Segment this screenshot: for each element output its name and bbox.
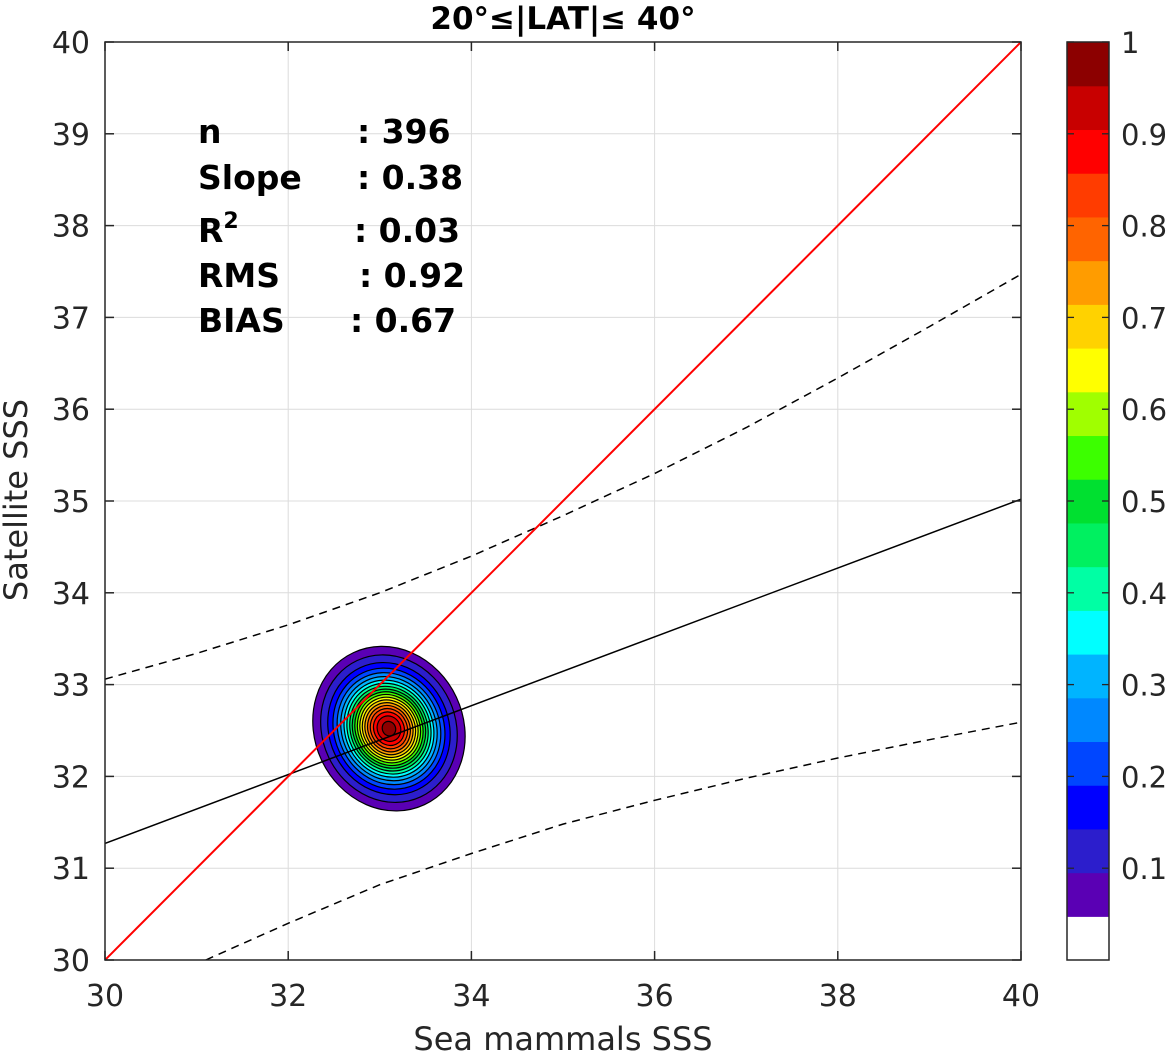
stat-n-value: : 396 <box>357 112 451 151</box>
colorbar-swatch <box>1067 216 1109 262</box>
colorbar-swatch <box>1067 872 1109 917</box>
grid-lines <box>104 41 1022 961</box>
y-axis-label: Satellite SSS <box>0 399 35 601</box>
x-tick-label: 40 <box>1002 979 1040 1014</box>
colorbar-swatch <box>1067 129 1109 174</box>
colorbar-ticks: 0.1 0.2 0.3 0.4 0.5 0.6 0.7 0.8 0.9 1 <box>1067 26 1167 886</box>
colorbar-tick-label: 0.6 <box>1121 393 1167 427</box>
plot-frame <box>104 41 1022 961</box>
x-tick-label: 32 <box>269 979 307 1014</box>
stat-r2-label: R2 <box>198 209 239 250</box>
y-tick-label: 38 <box>52 210 90 245</box>
regression-line <box>105 498 1021 845</box>
colorbar-swatch <box>1067 435 1109 480</box>
colorbar-swatch <box>1067 85 1109 131</box>
stat-bias-label: BIAS <box>198 301 285 340</box>
colorbar-swatch <box>1067 304 1109 349</box>
colorbar-swatch <box>1067 916 1109 961</box>
colorbar-tick-label: 0.8 <box>1121 210 1167 244</box>
colorbar-swatch <box>1067 260 1109 305</box>
upper-confidence-curve <box>105 273 1021 680</box>
y-tick-label: 34 <box>52 577 90 612</box>
y-tick-label: 36 <box>52 393 90 428</box>
y-tick-label: 31 <box>52 852 90 887</box>
colorbar-swatch <box>1067 697 1109 743</box>
y-tick-label: 37 <box>52 301 90 336</box>
y-tick-label: 39 <box>52 118 90 153</box>
x-tick-label: 30 <box>86 979 124 1014</box>
stat-r2-base: R <box>198 211 223 250</box>
colorbar-swatch <box>1067 785 1109 830</box>
stat-bias-value: : 0.67 <box>350 301 456 340</box>
stats-box: n : 396 Slope : 0.38 R2 : 0.03 RMS : 0.9… <box>198 112 465 340</box>
colorbar-tick-label: 1 <box>1121 26 1139 60</box>
y-tick-labels: 30 31 32 33 34 35 36 37 38 39 40 <box>52 26 90 979</box>
x-tick-label: 34 <box>452 979 490 1014</box>
density-contours <box>312 645 466 812</box>
y-tick-label: 30 <box>52 944 90 979</box>
colorbar-tick-label: 0.9 <box>1121 118 1167 152</box>
colorbar-swatch <box>1067 654 1109 699</box>
colorbar-swatch <box>1067 522 1109 568</box>
colorbar-swatch <box>1067 566 1109 611</box>
colorbar-tick-label: 0.7 <box>1121 301 1167 335</box>
x-tick-label: 36 <box>636 979 674 1014</box>
colorbar-swatch <box>1067 828 1109 874</box>
x-axis-label: Sea mammals SSS <box>413 1020 712 1055</box>
colorbar-tick-label: 0.4 <box>1121 577 1167 611</box>
stat-slope-value: : 0.38 <box>357 158 463 197</box>
colorbar-tick-label: 0.2 <box>1121 760 1167 794</box>
colorbar-swatch <box>1067 348 1109 393</box>
colorbar-swatch <box>1067 391 1109 437</box>
colorbar-swatch <box>1067 173 1109 218</box>
y-tick-label: 40 <box>52 26 90 61</box>
colorbar-swatch <box>1067 42 1109 87</box>
stat-r2-value: : 0.03 <box>354 211 460 250</box>
colorbar-tick-label: 0.5 <box>1121 485 1167 519</box>
y-tick-label: 33 <box>52 669 90 704</box>
colorbar-swatch <box>1067 610 1109 655</box>
y-tick-label: 35 <box>52 485 90 520</box>
stat-n-label: n <box>198 112 222 151</box>
stat-r2-sup: 2 <box>223 209 238 234</box>
colorbar-swatch <box>1067 741 1109 786</box>
colorbar <box>1067 42 1109 961</box>
stat-rms-value: : 0.92 <box>359 256 465 295</box>
stat-rms-label: RMS <box>198 256 280 295</box>
colorbar-tick-label: 0.1 <box>1121 852 1167 886</box>
colorbar-tick-label: 0.3 <box>1121 669 1167 703</box>
one-to-one-line <box>105 42 1021 960</box>
stat-slope-label: Slope <box>198 158 302 197</box>
x-tick-labels: 30 32 34 36 38 40 <box>86 979 1040 1014</box>
y-tick-label: 32 <box>52 760 90 795</box>
x-tick-label: 38 <box>819 979 857 1014</box>
chart-title: 20°≤|LAT|≤ 40° <box>430 1 695 37</box>
